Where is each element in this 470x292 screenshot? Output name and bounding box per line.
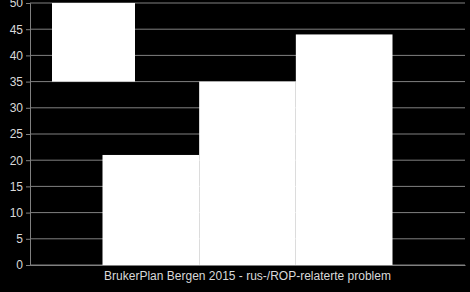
y-tick-mark bbox=[26, 160, 30, 161]
y-tick-label: 40 bbox=[10, 49, 24, 63]
y-tick-mark bbox=[26, 134, 30, 135]
y-tick-mark bbox=[26, 186, 30, 187]
x-tick: BrukerPlan Bergen 2015 - rus-/ROP-relate… bbox=[104, 265, 391, 283]
y-tick-label: 15 bbox=[10, 180, 24, 194]
y-tick: 50 bbox=[10, 0, 30, 10]
y-tick-mark bbox=[26, 55, 30, 56]
y-tick-label: 45 bbox=[10, 23, 24, 37]
bar bbox=[103, 155, 200, 265]
y-tick-label: 5 bbox=[16, 232, 23, 246]
bars bbox=[103, 34, 393, 265]
y-tick-mark bbox=[26, 239, 30, 240]
y-axis-line bbox=[26, 4, 31, 266]
y-tick-mark bbox=[26, 29, 30, 30]
x-axis-line bbox=[31, 265, 466, 266]
y-axis: 0 5 10 15 20 25 30 35 40 45 50 bbox=[10, 0, 31, 272]
y-tick-label: 10 bbox=[10, 206, 24, 220]
grid bbox=[30, 3, 465, 265]
y-tick: 20 bbox=[10, 154, 30, 168]
y-tick: 10 bbox=[10, 206, 30, 220]
y-tick-label: 20 bbox=[10, 154, 24, 168]
y-tick-label: 25 bbox=[10, 127, 24, 141]
bar bbox=[296, 34, 393, 265]
y-tick: 0 bbox=[16, 258, 30, 272]
y-tick-mark bbox=[26, 108, 30, 109]
x-tick-label: BrukerPlan Bergen 2015 - rus-/ROP-relate… bbox=[104, 269, 391, 283]
y-tick-label: 50 bbox=[10, 0, 24, 10]
chart: 0 5 10 15 20 25 30 35 40 45 50 BrukerPlan Bergen 20… bbox=[0, 0, 470, 292]
y-tick-mark bbox=[26, 265, 30, 266]
y-tick: 25 bbox=[10, 127, 30, 141]
y-tick: 45 bbox=[10, 23, 30, 37]
y-tick-label: 30 bbox=[10, 101, 24, 115]
x-axis: BrukerPlan Bergen 2015 - rus-/ROP-relate… bbox=[31, 265, 466, 283]
y-tick: 15 bbox=[10, 180, 30, 194]
y-tick: 40 bbox=[10, 49, 30, 63]
plot: 0 5 10 15 20 25 30 35 40 45 50 BrukerPlan Bergen 20… bbox=[10, 0, 466, 283]
y-tick-label: 0 bbox=[16, 258, 23, 272]
legend-box bbox=[52, 3, 135, 82]
y-tick-mark bbox=[26, 3, 30, 4]
y-tick: 35 bbox=[10, 75, 30, 89]
y-tick: 5 bbox=[16, 232, 30, 246]
bar bbox=[199, 82, 296, 265]
y-tick-mark bbox=[26, 82, 30, 83]
y-tick-mark bbox=[26, 213, 30, 214]
y-tick: 30 bbox=[10, 101, 30, 115]
y-tick-label: 35 bbox=[10, 75, 24, 89]
